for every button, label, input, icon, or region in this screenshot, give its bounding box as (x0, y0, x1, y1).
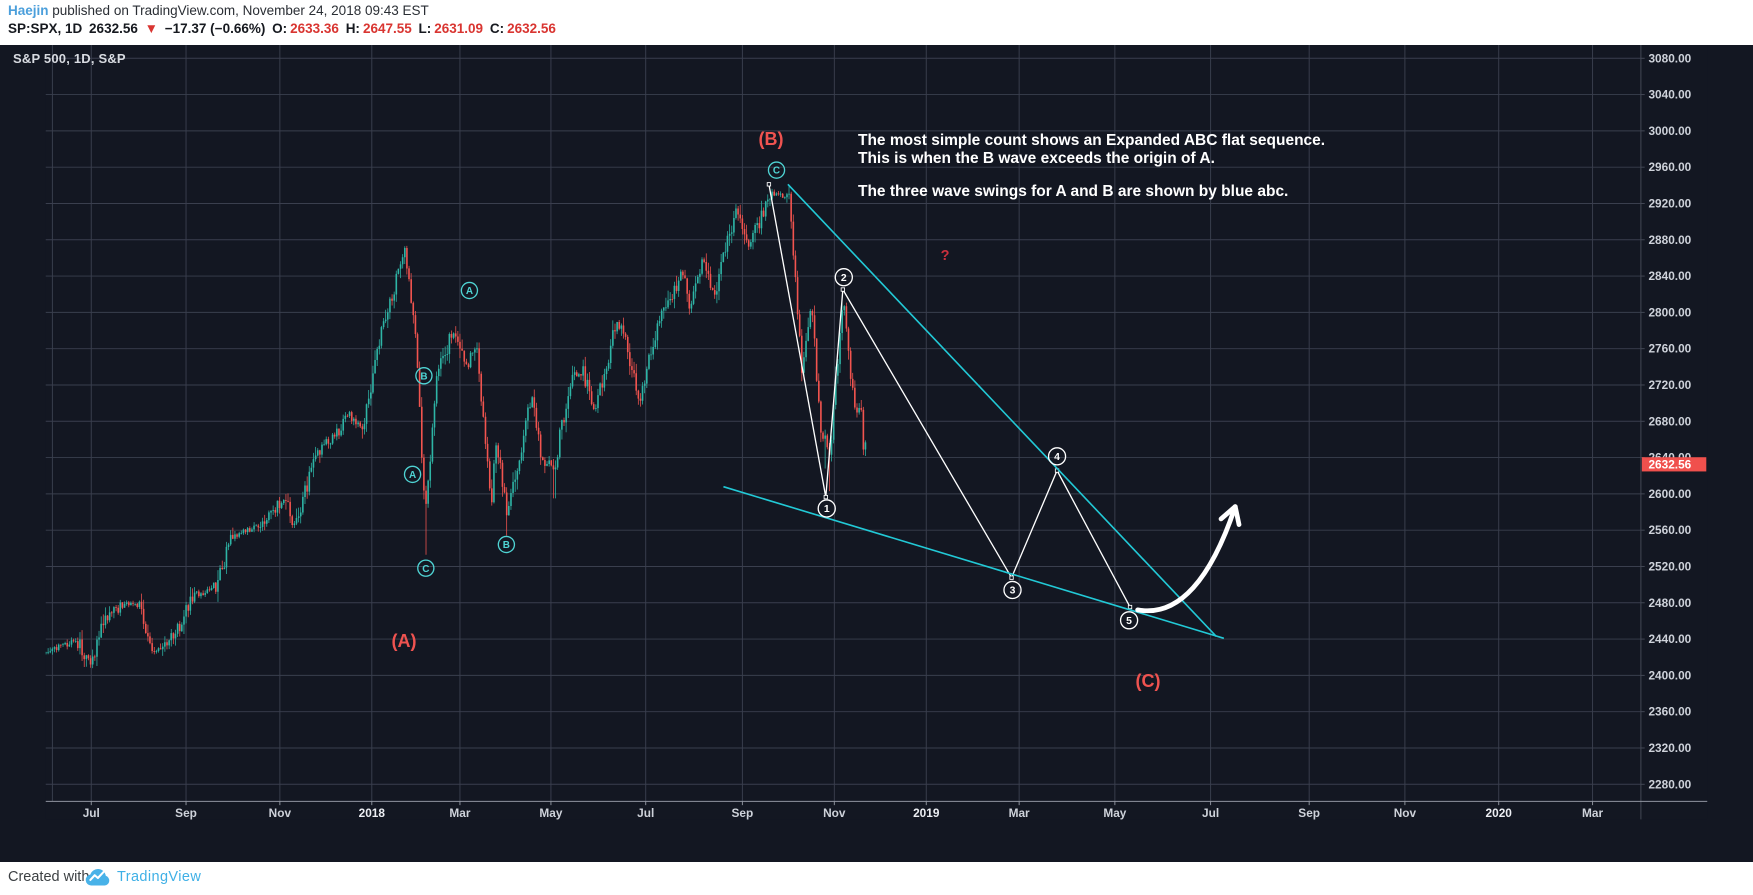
svg-text:May: May (539, 806, 562, 820)
svg-text:3000.00: 3000.00 (1648, 124, 1691, 138)
svg-text:C: C (773, 166, 780, 177)
last-price-tag: 2632.56 (1641, 457, 1707, 472)
high-value: 2647.55 (362, 21, 412, 36)
svg-text:1: 1 (824, 504, 830, 515)
quote-line: SP:SPX, 1D 2632.56 ▼ −17.37 (−0.66%) O: 2… (8, 21, 559, 36)
low-label: L: (418, 21, 432, 36)
svg-text:2880.00: 2880.00 (1648, 233, 1691, 247)
svg-text:2020: 2020 (1486, 806, 1513, 820)
svg-text:2800.00: 2800.00 (1648, 305, 1691, 319)
svg-text:4: 4 (1054, 452, 1060, 463)
candlestick-series (45, 185, 867, 669)
price-axis[interactable]: 3080.00 3040.00 3000.00 2960.00 2920.00 2880.… (1640, 51, 1692, 791)
svg-text:Jul: Jul (83, 806, 100, 820)
svg-text:3040.00: 3040.00 (1648, 88, 1691, 102)
close-value: 2632.56 (507, 21, 556, 36)
trendline-wedge-lower[interactable] (723, 485, 1225, 640)
price-change: −17.37 (−0.66%) (164, 21, 266, 36)
byline-text: published on TradingView.com, November 2… (48, 3, 429, 18)
svg-text:2960.00: 2960.00 (1648, 160, 1691, 174)
low-value: 2631.09 (434, 21, 484, 36)
svg-text:2019: 2019 (913, 806, 940, 820)
close-label: C: (489, 21, 505, 36)
tradingview-cloud-icon (85, 869, 110, 886)
svg-text:2360.00: 2360.00 (1648, 705, 1691, 719)
grid-lines (45, 45, 1641, 802)
svg-text:Sep: Sep (175, 806, 197, 820)
svg-text:2: 2 (841, 273, 847, 284)
svg-text:May: May (1103, 806, 1126, 820)
svg-text:Mar: Mar (449, 806, 470, 820)
wave-labels-abc-cyan: A B A B C C (403, 161, 786, 577)
snapshot-footer: Created with TradingView (0, 862, 1753, 895)
svg-text:2920.00: 2920.00 (1648, 197, 1691, 211)
svg-text:Jul: Jul (637, 806, 654, 820)
tradingview-brand-link[interactable]: TradingView (117, 869, 202, 885)
svg-text:C: C (422, 564, 429, 575)
svg-text:Jul: Jul (1202, 806, 1219, 820)
svg-text:2560.00: 2560.00 (1648, 523, 1691, 537)
svg-text:Nov: Nov (1394, 806, 1417, 820)
trendline-wedge-upper[interactable] (787, 183, 1217, 637)
svg-text:2018: 2018 (359, 806, 386, 820)
trendline-wave-zigzag[interactable] (766, 182, 1133, 610)
svg-text:2760.00: 2760.00 (1648, 342, 1691, 356)
high-label: H: (345, 21, 360, 36)
svg-text:B: B (503, 540, 510, 551)
symbol-label: SP:SPX, 1D (8, 21, 83, 36)
wave-labels-12345-white: 1 2 3 4 5 (817, 268, 1139, 630)
svg-text:2440.00: 2440.00 (1648, 632, 1691, 646)
last-price: 2632.56 (89, 21, 138, 36)
byline: Haejin published on TradingView.com, Nov… (8, 3, 429, 18)
candlestick-chart[interactable]: A B A B C C 1 2 3 4 5 3080.00 3040.00 3000.00 2960.00 2… (0, 45, 1753, 862)
svg-text:2720.00: 2720.00 (1648, 378, 1691, 392)
projection-arrow[interactable] (1135, 504, 1242, 614)
svg-text:2632.56: 2632.56 (1648, 457, 1691, 471)
svg-text:2480.00: 2480.00 (1648, 596, 1691, 610)
snapshot-header: Haejin published on TradingView.com, Nov… (0, 0, 1753, 45)
chart-canvas[interactable]: A B A B C C 1 2 3 4 5 3080.00 3040.00 3000.00 2960.00 2… (0, 45, 1753, 862)
author-link[interactable]: Haejin (8, 3, 49, 18)
svg-text:3080.00: 3080.00 (1648, 51, 1691, 65)
open-value: 2633.36 (290, 21, 339, 36)
svg-text:Sep: Sep (732, 806, 754, 820)
chart-background (45, 45, 1708, 820)
time-axis[interactable]: Jul Sep Nov 2018 Mar May Jul Sep Nov 2019 Mar May Ju… (83, 801, 1604, 820)
svg-text:3: 3 (1010, 586, 1016, 597)
down-arrow-icon: ▼ (144, 21, 158, 36)
svg-text:Nov: Nov (269, 806, 292, 820)
svg-text:2320.00: 2320.00 (1648, 741, 1691, 755)
svg-text:A: A (409, 470, 416, 481)
svg-text:2600.00: 2600.00 (1648, 487, 1691, 501)
svg-text:2680.00: 2680.00 (1648, 414, 1691, 428)
svg-text:2520.00: 2520.00 (1648, 560, 1691, 574)
svg-text:2400.00: 2400.00 (1648, 668, 1691, 682)
svg-text:Mar: Mar (1582, 806, 1603, 820)
svg-text:B: B (420, 371, 427, 382)
created-with-label: Created with (8, 869, 90, 885)
svg-text:Sep: Sep (1298, 806, 1320, 820)
svg-text:A: A (466, 286, 473, 297)
svg-text:Mar: Mar (1009, 806, 1030, 820)
svg-text:5: 5 (1126, 616, 1132, 627)
open-label: O: (272, 21, 288, 36)
svg-text:Nov: Nov (823, 806, 846, 820)
svg-text:2280.00: 2280.00 (1648, 777, 1691, 791)
svg-text:2840.00: 2840.00 (1648, 269, 1691, 283)
